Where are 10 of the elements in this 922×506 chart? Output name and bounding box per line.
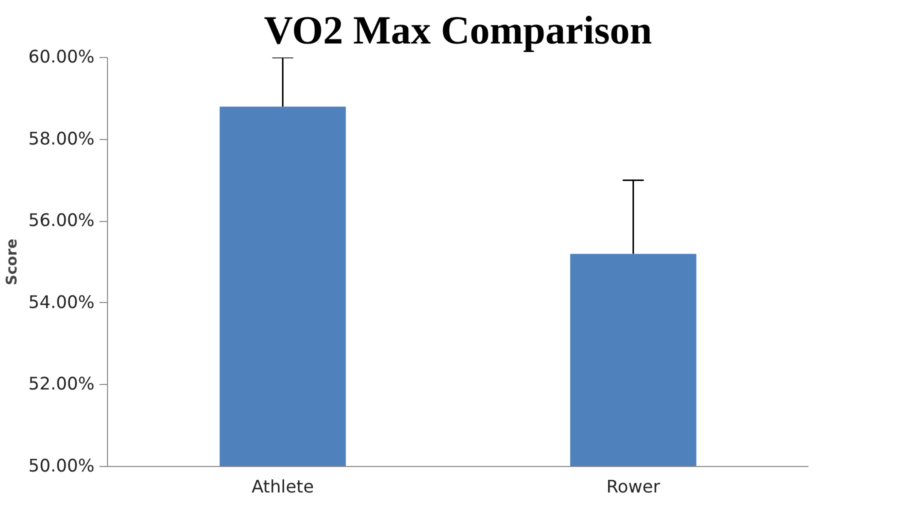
y-tick-label: 56.00% [28, 211, 95, 232]
y-tick-label: 58.00% [28, 129, 95, 150]
x-tick-label: Athlete [252, 478, 314, 498]
y-axis-title: Score [3, 238, 20, 286]
y-tick-label: 54.00% [28, 292, 95, 313]
chart-title: VO2 Max Comparison [264, 8, 652, 52]
y-tick-label: 52.00% [28, 374, 95, 395]
x-tick-label: Rower [606, 478, 662, 498]
y-tick-label: 60.00% [28, 48, 95, 68]
y-tick-label: 50.00% [28, 456, 95, 476]
